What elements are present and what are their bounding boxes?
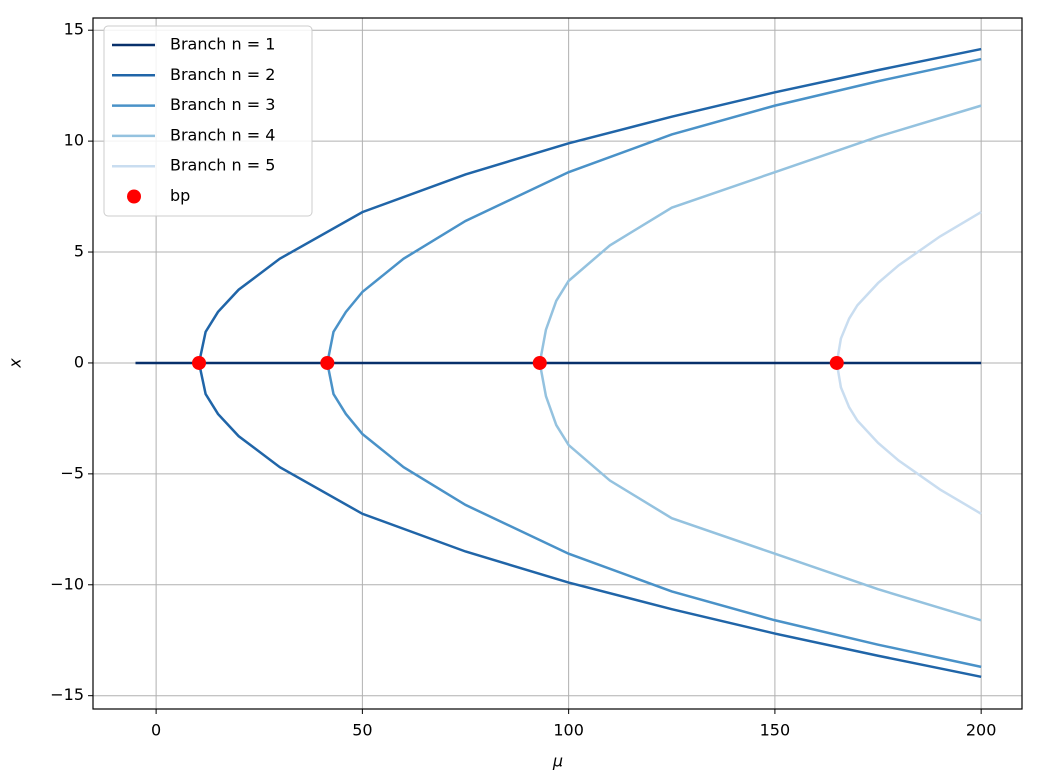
branch-point xyxy=(829,355,844,370)
y-axis-label: x xyxy=(6,358,25,369)
y-tick-label: −5 xyxy=(60,463,84,482)
legend-label: bp xyxy=(170,186,190,205)
branch-point xyxy=(532,355,547,370)
legend-label: Branch n = 1 xyxy=(170,35,275,54)
plot-frame xyxy=(92,17,1023,710)
legend-box xyxy=(103,25,313,217)
y-tick-label: 15 xyxy=(64,20,84,39)
y-tick-label: 0 xyxy=(74,352,84,371)
x-axis-label: μ xyxy=(552,752,563,771)
legend-label: Branch n = 3 xyxy=(170,95,275,114)
x-tick-label: 150 xyxy=(760,721,791,740)
x-tick-label: 50 xyxy=(352,721,372,740)
legend-label: Branch n = 5 xyxy=(170,156,275,175)
legend-label: Branch n = 4 xyxy=(170,125,275,144)
legend-label: Branch n = 2 xyxy=(170,65,275,84)
branch-point xyxy=(192,355,207,370)
branch-point xyxy=(320,355,335,370)
y-tick-label: 10 xyxy=(64,131,84,150)
x-tick-label: 0 xyxy=(151,721,161,740)
y-tick-label: −15 xyxy=(50,685,84,704)
y-tick-label: −10 xyxy=(50,574,84,593)
x-tick-label: 100 xyxy=(553,721,584,740)
legend-marker xyxy=(127,189,141,204)
x-tick-label: 200 xyxy=(966,721,997,740)
y-tick-label: 5 xyxy=(74,242,84,261)
